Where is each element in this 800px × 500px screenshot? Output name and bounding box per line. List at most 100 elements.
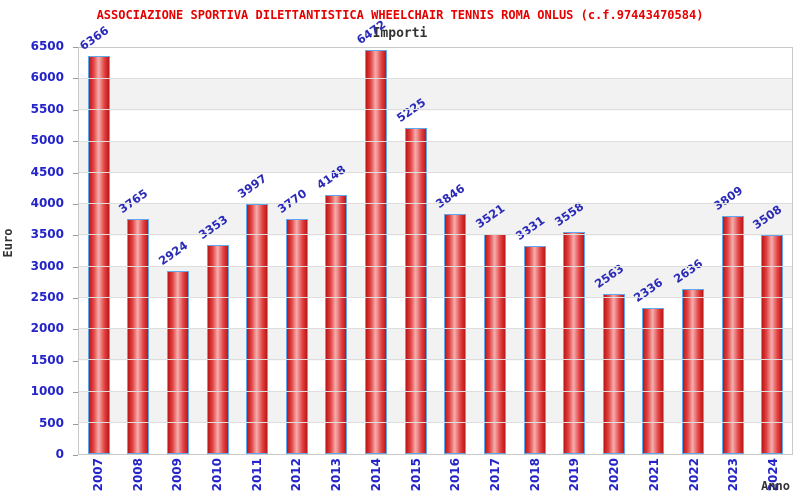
x-tick-label: 2007 [90,458,105,492]
bar-column: 2636 [671,48,713,454]
gridline [79,421,792,423]
bar-value-label: 4148 [314,162,349,192]
y-tick-mark [73,109,78,111]
y-tick-mark [73,360,78,362]
x-axis-label: Anno [761,479,790,493]
gridline [79,359,792,361]
bar-value-label: 3846 [433,180,468,211]
y-tick-label: 4500 [30,164,64,179]
bar-2009 [167,271,190,454]
gridline [79,328,792,330]
bar-2016 [444,213,467,454]
bar-column: 2336 [631,48,674,454]
bar-column: 2563 [592,48,634,454]
bar-value-label: 2336 [631,275,666,306]
bar-column: 3508 [750,48,792,454]
bar-column: 6366 [77,24,119,454]
gridline [79,265,792,267]
bar-2019 [563,231,586,454]
year-cell: 2010 [197,458,237,498]
x-tick-label: 2017 [488,458,503,492]
y-tick-label: 5000 [30,133,64,148]
x-tick-label: 2018 [527,458,542,492]
year-cell: 2007 [78,458,118,498]
bar-column: 2924 [155,48,198,454]
gridline [79,234,792,236]
year-cell: 2022 [674,458,714,498]
year-cell: 2012 [277,458,317,498]
x-tick-label: 2008 [130,458,145,492]
gridline [79,390,792,392]
bar-2021 [642,308,665,454]
gridline [79,78,792,80]
bar-2013 [325,194,348,454]
year-cell: 2009 [157,458,197,498]
bar-value-label: 3353 [195,211,230,242]
y-tick-mark [73,203,78,205]
year-cell: 2020 [594,458,634,498]
x-axis-tick-labels: 2007 2008 2009 2010 2011 2012 2013 2014 2015 2016… [78,458,793,498]
year-cell: 2019 [555,458,595,498]
y-tick-mark [73,423,78,425]
x-tick-label: 2014 [368,458,383,492]
year-cell: 2014 [356,458,396,498]
x-tick-label: 2020 [607,458,622,492]
x-tick-label: 2022 [686,458,701,492]
bar-column: 3558 [552,48,594,454]
y-tick-label: 0 [55,447,64,461]
y-tick-mark [73,235,78,237]
y-tick-label: 1000 [30,384,64,399]
y-tick-label: 2500 [30,290,64,305]
y-tick-mark [73,455,78,456]
x-tick-label: 2019 [567,458,582,492]
bar-value-label: 3770 [274,185,310,216]
x-tick-label: 2013 [329,458,344,492]
year-cell: 2018 [515,458,555,498]
x-tick-label: 2016 [448,458,463,492]
bar-2022 [681,289,704,454]
bar-value-label: 3521 [472,201,508,232]
bar-2023 [721,216,744,454]
chart-subtitle: Importi [372,26,428,41]
bar-column: 5225 [394,48,436,454]
y-tick-mark [73,141,78,143]
y-tick-label: 3000 [30,258,64,273]
bar-value-label: 3997 [235,171,270,202]
bar-2011 [246,204,269,454]
bar-value-label: 2924 [155,238,191,269]
year-cell: 2008 [118,458,158,498]
y-tick-mark [73,392,78,394]
y-tick-mark [73,78,78,80]
year-cell: 2023 [714,458,754,498]
bar-2008 [127,218,150,454]
gridline [79,109,792,111]
y-tick-mark [73,172,78,174]
gridline [79,171,792,173]
y-tick-label: 2000 [30,321,64,336]
bar-2012 [285,218,308,454]
y-tick-label: 6000 [30,70,64,85]
year-cell: 2017 [475,458,515,498]
bar-column: 3809 [711,48,753,454]
bar-value-label: 3331 [512,213,547,243]
bar-column: 3846 [433,48,475,454]
chart-title: ASSOCIAZIONE SPORTIVA DILETTANTISTICA WH… [96,8,704,22]
gridline [79,296,792,298]
x-tick-label: 2011 [249,458,264,492]
bar-2020 [602,293,625,454]
bar-2024 [761,234,784,454]
bar-column: 3331 [512,48,555,454]
bar-column: 3770 [274,48,317,454]
x-tick-label: 2010 [210,458,225,492]
y-tick-label: 5500 [30,101,64,116]
year-cell: 2015 [396,458,436,498]
bar-column: 3765 [116,48,159,454]
year-cell: 2021 [634,458,674,498]
x-tick-label: 2021 [646,458,661,492]
y-tick-mark [73,298,78,300]
bar-column: 6472 [354,17,396,454]
bar-value-label: 3508 [750,202,785,232]
bar-2015 [404,127,427,454]
bars-container: 6366 3765 2924 3353 3997 3770 4148 6472 5225 3846… [77,17,792,454]
